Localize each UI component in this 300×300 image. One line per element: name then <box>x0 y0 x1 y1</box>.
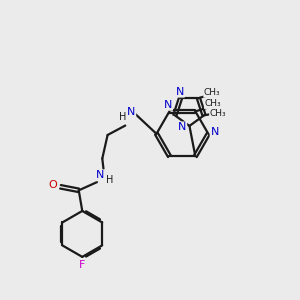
Text: CH₃: CH₃ <box>204 88 220 97</box>
Text: CH₃: CH₃ <box>210 110 226 118</box>
Text: O: O <box>49 180 58 190</box>
Text: H: H <box>118 112 126 122</box>
Text: H: H <box>106 175 113 185</box>
Text: CH₃: CH₃ <box>205 99 221 108</box>
Text: N: N <box>211 127 219 137</box>
Text: N: N <box>96 170 105 180</box>
Text: N: N <box>164 100 172 110</box>
Text: N: N <box>127 107 135 117</box>
Text: N: N <box>178 122 186 132</box>
Text: F: F <box>79 260 85 270</box>
Text: N: N <box>176 87 184 97</box>
